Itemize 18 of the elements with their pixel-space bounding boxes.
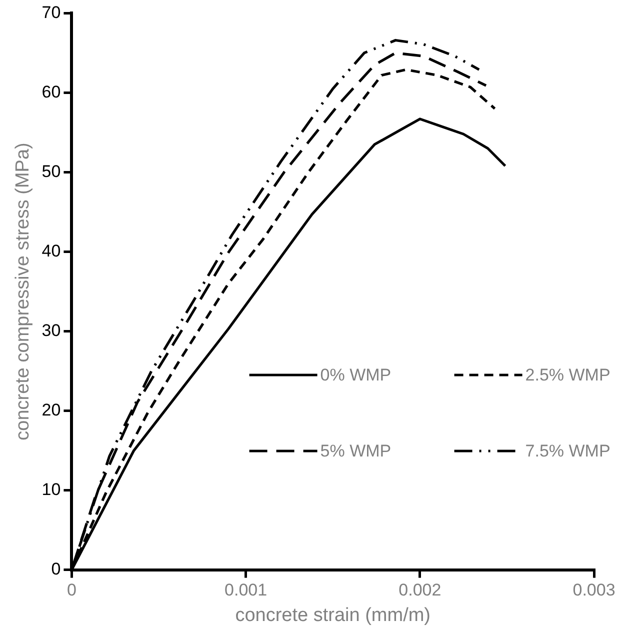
- x-tick-label: 0.002: [398, 580, 442, 600]
- y-tick-label: 30: [42, 320, 61, 340]
- y-tick-label: 20: [42, 400, 61, 420]
- x-axis-title: concrete strain (mm/m): [235, 604, 431, 626]
- y-tick-label: 0: [51, 559, 61, 578]
- y-tick-label: 60: [42, 82, 61, 102]
- legend-label: 7.5% WMP: [525, 442, 610, 461]
- legend-label: 2.5% WMP: [525, 366, 610, 385]
- y-tick-label: 10: [42, 480, 61, 499]
- y-tick-label: 70: [42, 2, 61, 22]
- y-axis-title: concrete compressive stress (MPa): [12, 142, 34, 440]
- x-tick-label: 0.001: [224, 580, 268, 600]
- y-tick-label: 40: [42, 241, 61, 260]
- legend-label: 5% WMP: [320, 442, 392, 461]
- x-tick-label: 0: [66, 580, 76, 600]
- x-tick-label: 0.003: [572, 580, 616, 600]
- legend-label: 0% WMP: [320, 366, 392, 385]
- y-tick-label: 50: [42, 162, 61, 181]
